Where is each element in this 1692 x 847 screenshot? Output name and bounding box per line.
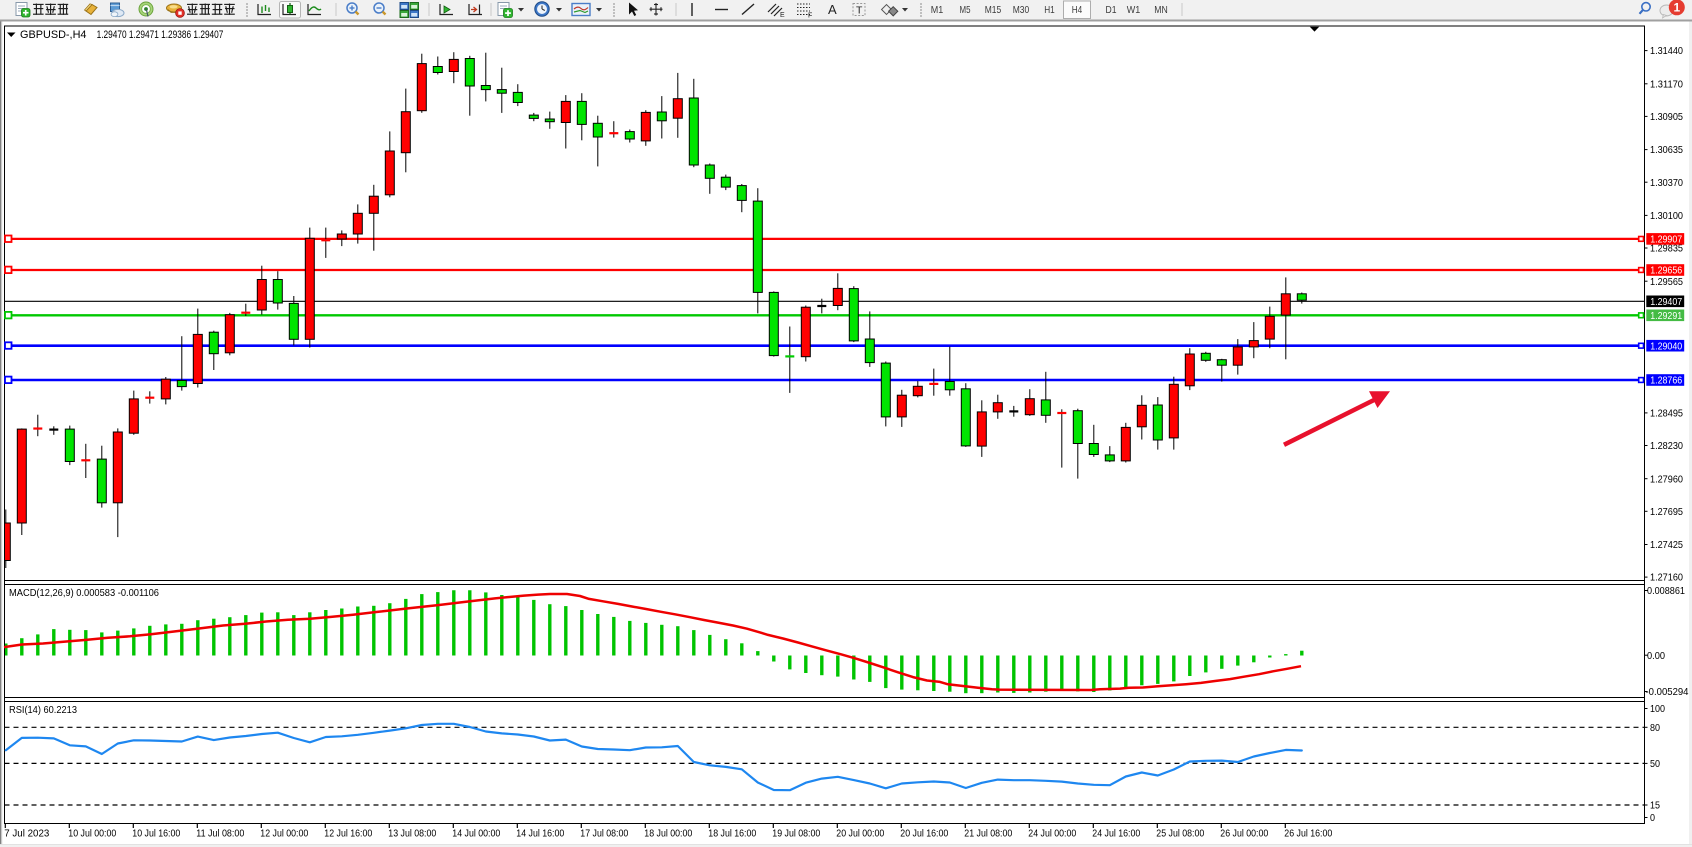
svg-text:7 Jul 2023: 7 Jul 2023 [4,828,49,840]
svg-text:26 Jul 16:00: 26 Jul 16:00 [1284,828,1332,840]
svg-text:1.29407: 1.29407 [1650,296,1682,308]
svg-text:18 Jul 00:00: 18 Jul 00:00 [644,828,692,840]
svg-text:24 Jul 16:00: 24 Jul 16:00 [1092,828,1140,840]
svg-text:0: 0 [1650,812,1655,824]
svg-text:10 Jul 16:00: 10 Jul 16:00 [132,828,180,840]
svg-text:0.008861: 0.008861 [1647,585,1685,597]
svg-text:26 Jul 00:00: 26 Jul 00:00 [1220,828,1268,840]
svg-text:F: F [808,13,812,20]
svg-text:-0.005294: -0.005294 [1646,686,1689,698]
svg-text:1.28495: 1.28495 [1650,408,1683,420]
svg-text:24 Jul 00:00: 24 Jul 00:00 [1028,828,1076,840]
svg-text:W1: W1 [1127,4,1141,16]
svg-text:1.29470 1.29471 1.29386 1.2940: 1.29470 1.29471 1.29386 1.29407 [97,29,224,41]
svg-text:12 Jul 00:00: 12 Jul 00:00 [260,828,308,840]
svg-text:18 Jul 16:00: 18 Jul 16:00 [708,828,756,840]
svg-text:1.29040: 1.29040 [1650,340,1682,352]
svg-text:1.27425: 1.27425 [1650,539,1683,551]
svg-text:1.27960: 1.27960 [1650,473,1683,485]
svg-text:M15: M15 [985,4,1002,16]
svg-text:25 Jul 08:00: 25 Jul 08:00 [1156,828,1204,840]
svg-text:RSI(14) 60.2213: RSI(14) 60.2213 [9,704,77,716]
svg-text:17 Jul 08:00: 17 Jul 08:00 [580,828,628,840]
svg-text:14 Jul 16:00: 14 Jul 16:00 [516,828,564,840]
svg-text:10 Jul 00:00: 10 Jul 00:00 [68,828,116,840]
svg-text:H1: H1 [1044,4,1055,16]
svg-text:1.30905: 1.30905 [1650,111,1683,123]
svg-text:20 Jul 16:00: 20 Jul 16:00 [900,828,948,840]
svg-text:A: A [828,2,837,17]
svg-text:M30: M30 [1013,4,1030,16]
svg-text:1.30370: 1.30370 [1650,177,1683,189]
svg-text:13 Jul 08:00: 13 Jul 08:00 [388,828,436,840]
svg-text:MACD(12,26,9) 0.000583 -0.0011: MACD(12,26,9) 0.000583 -0.001106 [9,587,159,599]
svg-text:1.28230: 1.28230 [1650,440,1683,452]
svg-text:1.28766: 1.28766 [1650,375,1682,387]
svg-text:1.29907: 1.29907 [1650,234,1682,246]
svg-text:19 Jul 08:00: 19 Jul 08:00 [772,828,820,840]
svg-text:1.27695: 1.27695 [1650,506,1683,518]
svg-text:15: 15 [1650,800,1660,812]
svg-text:MN: MN [1154,4,1168,16]
svg-text:1.29565: 1.29565 [1650,276,1683,288]
svg-text:11 Jul 08:00: 11 Jul 08:00 [196,828,244,840]
svg-text:T: T [856,5,863,17]
svg-text:100: 100 [1650,703,1665,715]
svg-text:0.00: 0.00 [1647,650,1665,662]
svg-text:12 Jul 16:00: 12 Jul 16:00 [324,828,372,840]
svg-text:1.29835: 1.29835 [1650,243,1683,255]
svg-text:1.29291: 1.29291 [1650,310,1682,322]
svg-text:GBPUSD-,H4: GBPUSD-,H4 [20,29,87,41]
svg-text:1.30100: 1.30100 [1650,210,1683,222]
svg-text:E: E [780,12,785,19]
svg-text:M1: M1 [931,4,944,16]
svg-text:50: 50 [1650,758,1660,770]
svg-text:M5: M5 [960,4,971,16]
svg-text:1.30635: 1.30635 [1650,144,1683,156]
svg-text:80: 80 [1650,722,1660,734]
svg-text:1.31440: 1.31440 [1650,45,1683,57]
svg-text:20 Jul 00:00: 20 Jul 00:00 [836,828,884,840]
svg-text:1.27160: 1.27160 [1650,572,1683,584]
svg-text:1.29656: 1.29656 [1650,265,1682,277]
svg-text:D1: D1 [1106,4,1117,16]
svg-text:1.31170: 1.31170 [1650,78,1683,90]
svg-text:14 Jul 00:00: 14 Jul 00:00 [452,828,500,840]
svg-text:21 Jul 08:00: 21 Jul 08:00 [964,828,1012,840]
svg-text:H4: H4 [1072,4,1083,16]
svg-text:1: 1 [1673,1,1680,15]
